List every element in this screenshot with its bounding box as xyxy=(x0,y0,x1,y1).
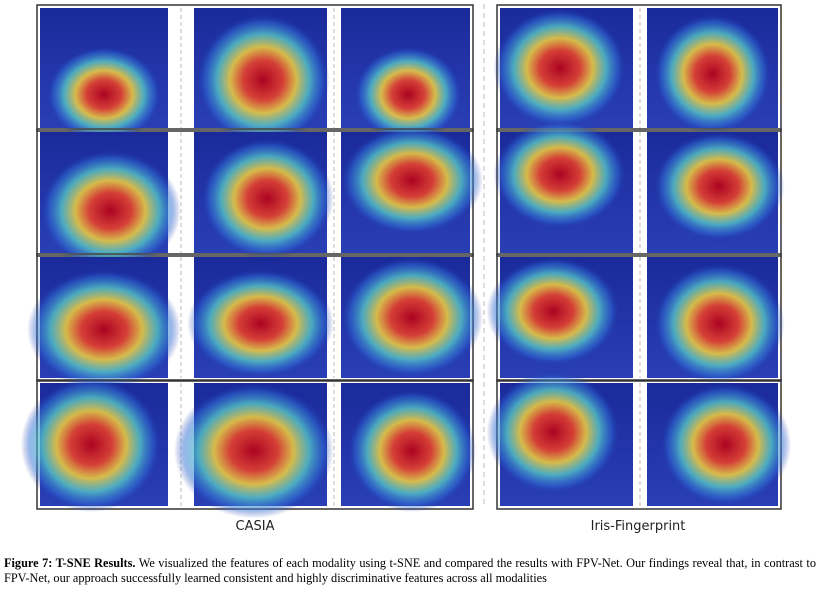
heatmap-overlay xyxy=(486,370,620,494)
heatmap-overlay xyxy=(341,257,483,378)
caption: Figure 7: T-SNE Results. We visualized t… xyxy=(4,556,816,586)
heatmap-overlay xyxy=(187,269,334,378)
heatmap-overlay xyxy=(660,383,792,506)
figure: CASIA Iris-Fingerprint xyxy=(20,4,792,534)
heatmap-overlay xyxy=(46,46,162,143)
panel-label: Iris-Fingerprint xyxy=(591,519,686,534)
heatmap-overlay xyxy=(200,138,334,260)
panel-label: CASIA xyxy=(236,519,275,534)
heatmap-overlay xyxy=(174,383,334,519)
heatmap-overlay xyxy=(196,14,330,146)
heatmap-overlay xyxy=(353,46,463,143)
heatmap-overlay xyxy=(653,263,785,385)
heatmap-overlay xyxy=(653,14,772,134)
heatmap-overlay xyxy=(20,376,162,513)
heatmap-overlay xyxy=(493,8,627,128)
heatmap-overlay xyxy=(493,119,627,229)
caption-label: Figure 7: T-SNE Results. xyxy=(4,556,136,570)
heatmap-overlay xyxy=(653,132,785,241)
caption-text: We visualized the features of each modal… xyxy=(4,556,816,585)
heatmap-overlay xyxy=(27,269,181,391)
heatmap-overlay xyxy=(347,389,477,513)
heatmap-overlay xyxy=(40,150,181,272)
heatmap-overlay xyxy=(341,125,483,235)
heatmap-overlay xyxy=(486,257,620,366)
